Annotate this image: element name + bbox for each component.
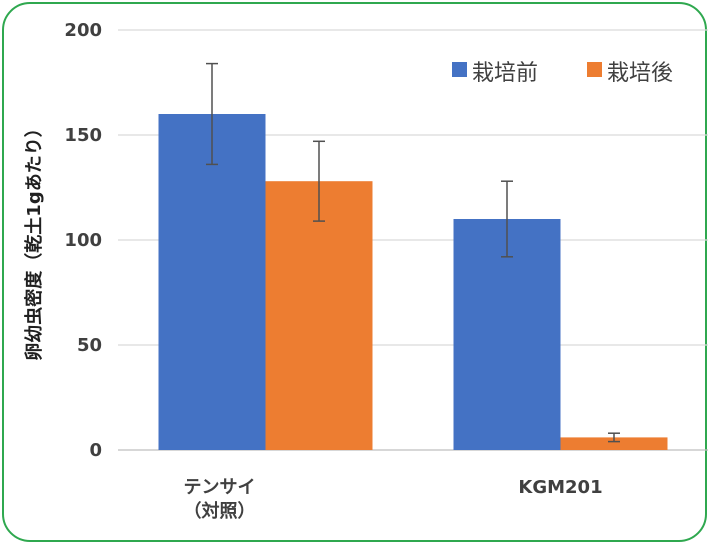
legend-label: 栽培後 [607,61,673,86]
y-tick-label: 50 [77,335,102,356]
y-tick-label: 200 [64,20,102,41]
x-category-label: KGM201 [518,477,602,498]
bar [265,181,373,450]
x-category-label: （対照） [184,500,256,522]
bar [560,437,668,450]
y-tick-label: 150 [64,125,102,146]
legend-label: 栽培前 [472,61,538,86]
legend-swatch [452,62,467,77]
y-tick-label: 100 [64,230,102,251]
y-tick-label: 0 [89,440,102,461]
bars [158,114,668,450]
x-axis-categories: テンサイ（対照） KGM201 [184,477,603,522]
x-category-label: テンサイ [184,477,256,498]
bar-chart: 0 50 100 150 200 テンサイ（対照） KGM201 栽培前 栽培後 卵幼虫密度… [23,20,708,522]
bar [158,114,266,450]
legend-swatch [587,62,602,77]
y-axis-ticks: 0 50 100 150 200 [64,20,102,461]
y-axis-label: 卵幼虫密度（乾土1gあたり） [23,119,45,360]
legend: 栽培前 栽培後 [452,61,673,86]
error-bars [206,62,620,443]
